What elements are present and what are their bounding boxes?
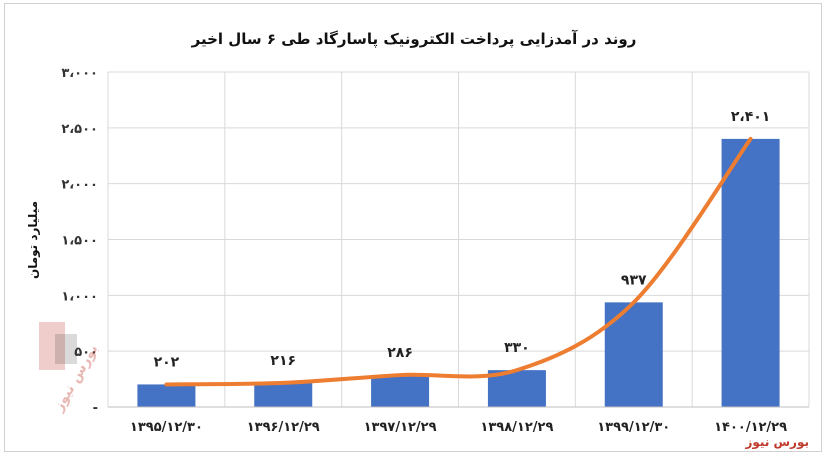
y-tick-label: ۱،۰۰۰ (61, 289, 98, 304)
y-axis-label: میلیارد تومان (26, 201, 41, 279)
trend-line (164, 136, 753, 387)
bar (721, 138, 780, 407)
bar (371, 375, 430, 407)
chart-title: روند در آمدزایی پرداخت الکترونیک پاسارگا… (191, 30, 637, 49)
y-tick-label: ۵۰۰ (74, 345, 98, 360)
value-label: ۲۸۶ (387, 345, 413, 361)
y-tick-label: - (93, 401, 98, 416)
value-label: ۲،۴۰۱ (731, 109, 771, 125)
source-label: بورس نیوز (744, 435, 809, 450)
watermark-mark-dark (55, 334, 77, 364)
y-tick-label: ۳،۰۰۰ (61, 66, 98, 81)
x-category-label: ۱۳۹۸/۱۲/۲۹ (480, 420, 553, 435)
x-category-label: ۱۳۹۵/۱۲/۳۰ (130, 420, 203, 435)
gridlines (107, 71, 810, 407)
y-tick-label: ۱،۵۰۰ (61, 234, 98, 249)
y-tick-label: ۲،۰۰۰ (61, 178, 98, 193)
chart-frame: روند در آمدزایی پرداخت الکترونیک پاسارگا… (4, 3, 822, 452)
x-category-label: ۱۳۹۹/۱۲/۳۰ (597, 420, 670, 435)
chart: روند در آمدزایی پرداخت الکترونیک پاسارگا… (26, 30, 810, 450)
watermark-mark-red (39, 322, 65, 370)
value-label: ۳۳۰ (504, 340, 530, 356)
x-category-label: ۱۳۹۶/۱۲/۲۹ (247, 420, 320, 435)
value-label: ۲۰۲ (154, 354, 180, 370)
x-category-label: ۱۳۹۷/۱۲/۲۹ (364, 420, 437, 435)
value-label: ۹۳۷ (621, 272, 647, 288)
y-tick-label: ۲،۵۰۰ (61, 122, 98, 137)
bar (137, 384, 196, 407)
value-labels: ۲۰۲ ۲۱۶ ۲۸۶ ۳۳۰ ۹۳۷ ۲،۴۰۱ (154, 109, 771, 371)
value-label: ۲۱۶ (270, 353, 296, 369)
trend-line-series (164, 136, 753, 387)
y-axis-ticks: - ۵۰۰ ۱،۰۰۰ ۱،۵۰۰ ۲،۰۰۰ ۲،۵۰۰ ۳،۰۰۰ (61, 66, 98, 416)
x-category-label: ۱۴۰۰/۱۲/۲۹ (714, 420, 787, 435)
bar (254, 382, 313, 407)
x-axis-categories: ۱۳۹۵/۱۲/۳۰ ۱۳۹۶/۱۲/۲۹ ۱۳۹۷/۱۲/۲۹ ۱۳۹۸/۱۲/۲۹… (130, 420, 787, 435)
